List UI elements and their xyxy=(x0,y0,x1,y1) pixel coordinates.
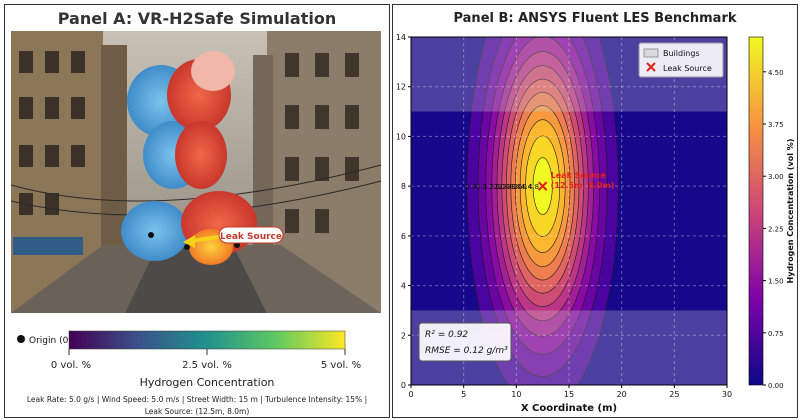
leak-arrowhead-icon xyxy=(183,235,195,248)
leak-arrow-icon xyxy=(190,235,220,243)
y-tick-label: 10 xyxy=(396,132,406,141)
colorbar-b-tick-label: 1.50 xyxy=(768,278,784,286)
colorbar-a-tick-0: 0 vol. % xyxy=(51,360,91,371)
street-scene-image xyxy=(10,31,382,313)
colorbar-a-label: Hydrogen Concentration xyxy=(140,376,275,389)
x-tick-label: 5 xyxy=(461,390,466,399)
contour-label: 2.8 xyxy=(503,183,514,191)
colorbar-b-tick-label: 3.75 xyxy=(768,121,784,129)
contour-label: 4.4 xyxy=(521,183,533,191)
stats-rmse: RMSE = 0.12 g/m³ xyxy=(425,346,508,356)
x-tick-label: 10 xyxy=(511,390,521,399)
leak-callout-label: Leak Source xyxy=(220,232,282,242)
x-tick-label: 0 xyxy=(408,390,413,399)
legend-buildings-label: Buildings xyxy=(663,49,700,58)
contour-label: 4.8 xyxy=(528,183,539,191)
legend-box xyxy=(638,42,724,78)
stats-r2: R² = 0.92 xyxy=(425,330,468,340)
colorbar-b xyxy=(748,36,764,386)
panel-a-canvas: Leak Source Origin (0 0 vol. % 2.5 vol. … xyxy=(10,31,382,416)
y-tick-label: 4 xyxy=(401,282,406,291)
contour-label: 2.4 xyxy=(498,183,510,191)
contour-label: 4.0 xyxy=(516,183,527,191)
panel-b: Panel B: ANSYS Fluent LES Benchmark 0.4 0… xyxy=(392,4,798,418)
legend-buildings-swatch xyxy=(643,48,659,58)
panel-a-title: Panel A: VR-H2Safe Simulation xyxy=(57,9,337,28)
colorbar-b-tick-label: 2.25 xyxy=(768,225,784,233)
colorbar-b-tick-label: 0.00 xyxy=(768,382,784,390)
chart-title: Panel B: ANSYS Fluent LES Benchmark xyxy=(453,11,737,26)
origin-marker-icon xyxy=(17,335,25,343)
colorbar-a-tick-2: 5 vol. % xyxy=(321,360,361,371)
colorbar-b-tick-label: 4.50 xyxy=(768,69,784,77)
y-tick-label: 14 xyxy=(396,33,406,42)
colorbar-b-tick-label: 3.00 xyxy=(768,173,784,181)
colorbar-b-label: Hydrogen Concentration (vol %) xyxy=(786,139,795,284)
contour-label: 0.4 xyxy=(465,183,477,191)
colorbar-b-tick-label: 0.75 xyxy=(768,330,784,338)
y-tick-label: 6 xyxy=(401,232,406,241)
colorbar-a xyxy=(68,330,346,350)
x-tick-label: 30 xyxy=(722,390,732,399)
leak-source-coords: (12.5m, 8.0m) xyxy=(551,181,615,190)
contour-label: 0.8 xyxy=(476,183,487,191)
contour-chart: 0.4 0.81.21.62.02.42.83.23.64.04.44.8 0 5 1… xyxy=(396,33,795,414)
legend-leak-icon xyxy=(646,62,656,72)
leak-source-label: Leak Source xyxy=(551,171,607,180)
colorbar-a-tick-1: 2.5 vol. % xyxy=(182,360,232,371)
params-line-1: Leak Rate: 5.0 g/s | Wind Speed: 5.0 m/s… xyxy=(27,395,367,404)
legend-leak-label: Leak Source xyxy=(663,64,712,73)
leak-source-marker xyxy=(537,181,548,191)
contour-label: 2.0 xyxy=(494,183,505,191)
y-tick-label: 8 xyxy=(401,182,406,191)
x-tick-label: 15 xyxy=(564,390,574,399)
contour-label: 3.6 xyxy=(511,183,523,191)
contour-label: 1.6 xyxy=(489,183,501,191)
stats-box xyxy=(418,322,512,362)
panel-a: Panel A: VR-H2Safe Simulation xyxy=(4,4,390,418)
x-tick-label: 25 xyxy=(669,390,679,399)
contour-label: 1.2 xyxy=(483,183,494,191)
x-axis-label: X Coordinate (m) xyxy=(521,403,617,414)
contour-label: 3.2 xyxy=(507,183,518,191)
leak-callout-box xyxy=(218,226,284,244)
origin-legend-label: Origin (0 xyxy=(29,336,69,346)
y-tick-label: 2 xyxy=(401,331,406,340)
params-line-2: Leak Source: (12.5m, 8.0m) xyxy=(145,407,250,416)
y-tick-label: 0 xyxy=(401,381,406,390)
y-tick-label: 12 xyxy=(396,83,406,92)
x-tick-label: 20 xyxy=(617,390,627,399)
